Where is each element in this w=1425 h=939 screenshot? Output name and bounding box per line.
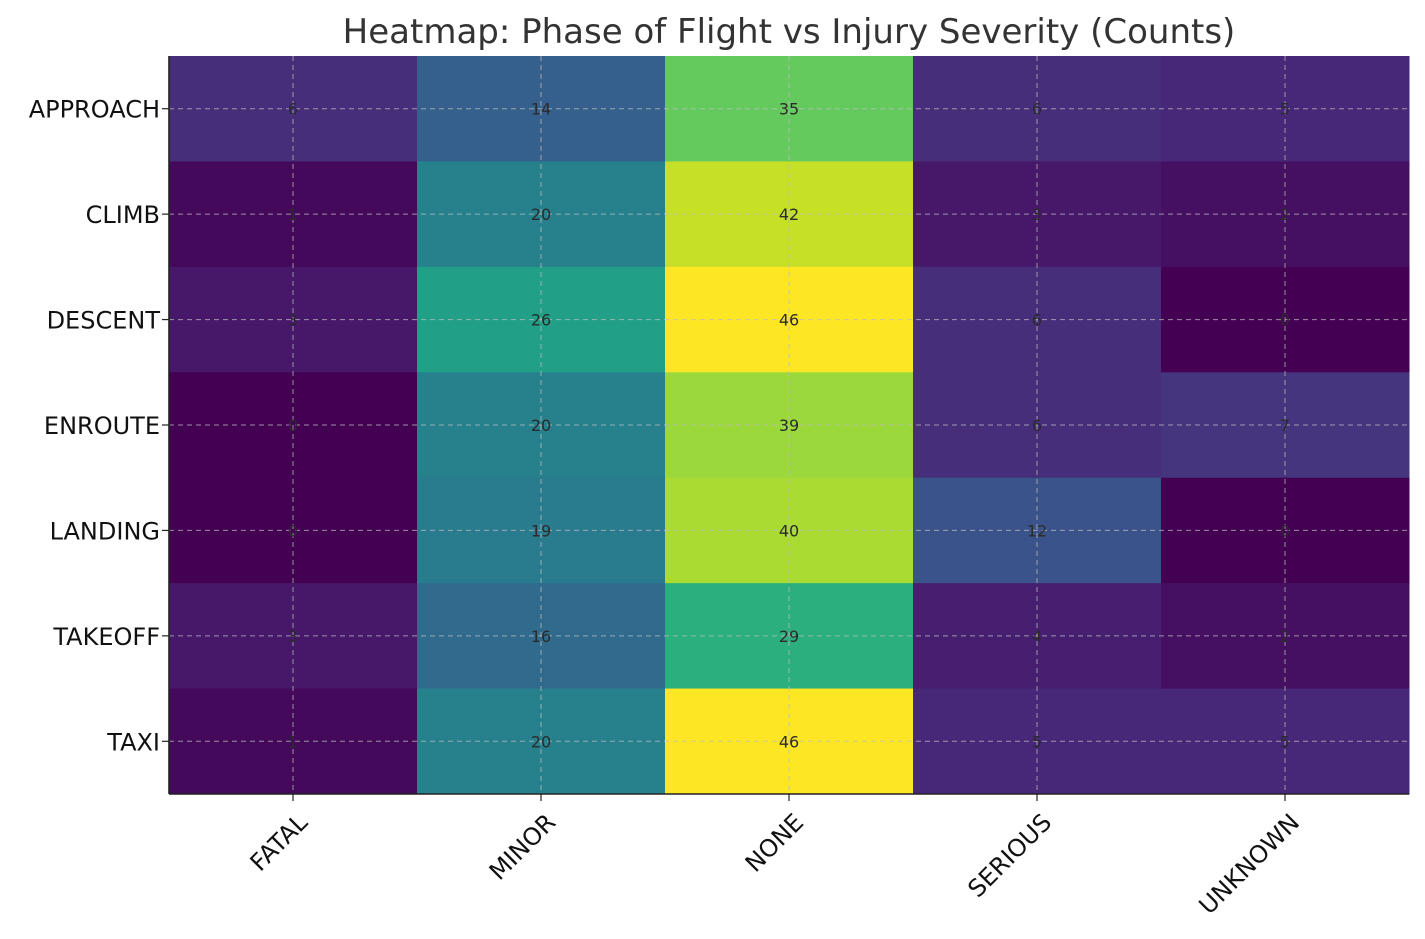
cell-value-label: 2 xyxy=(1280,627,1290,646)
cell-value-label: 20 xyxy=(531,205,551,224)
x-tick-label-none: NONE xyxy=(740,808,809,877)
cell-value-label: 3 xyxy=(1032,205,1042,224)
cell-value-label: 20 xyxy=(531,732,551,751)
cell-value-label: 40 xyxy=(779,521,799,540)
cell-value-label: 3 xyxy=(288,627,298,646)
cell-value-label: 0 xyxy=(1280,311,1290,330)
y-tick-label-takeoff: TAKEOFF xyxy=(52,623,160,651)
cell-value-label: 6 xyxy=(1032,416,1042,435)
cell-value-label: 5 xyxy=(1280,732,1290,751)
cell-value-label: 5 xyxy=(1032,732,1042,751)
cell-value-label: 12 xyxy=(1027,521,1047,540)
cell-value-label: 4 xyxy=(1032,627,1042,646)
x-tick-label-minor: MINOR xyxy=(484,808,561,885)
cell-value-label: 0 xyxy=(1280,521,1290,540)
heatmap-grid xyxy=(169,56,1409,794)
cell-value-label: 20 xyxy=(531,416,551,435)
y-tick-label-descent: DESCENT xyxy=(47,307,161,335)
y-tick-label-approach: APPROACH xyxy=(29,96,160,124)
cell-value-label: 39 xyxy=(779,416,799,435)
cell-value-label: 6 xyxy=(1032,100,1042,119)
cell-value-label: 2 xyxy=(1280,205,1290,224)
chart-title: Heatmap: Phase of Flight vs Injury Sever… xyxy=(343,12,1236,52)
heatmap-cell-labels: 6 14 35 6 51 20 42 3 23 26 46 6 00 20 39 6 70 19 40 12 03 16 2… xyxy=(288,100,1290,752)
cell-value-label: 3 xyxy=(288,311,298,330)
cell-value-label: 7 xyxy=(1280,416,1290,435)
x-tick-label-fatal: FATAL xyxy=(245,808,314,877)
cell-value-label: 46 xyxy=(779,311,799,330)
cell-value-label: 26 xyxy=(531,311,551,330)
cell-value-label: 19 xyxy=(531,521,551,540)
y-tick-label-climb: CLIMB xyxy=(86,201,160,229)
cell-value-label: 1 xyxy=(288,732,298,751)
x-tick-label-unknown: UNKNOWN xyxy=(1194,808,1306,920)
x-tick-label-serious: SERIOUS xyxy=(962,808,1057,903)
cell-value-label: 29 xyxy=(779,627,799,646)
cell-value-label: 5 xyxy=(1280,100,1290,119)
cell-value-label: 0 xyxy=(288,416,298,435)
cell-value-label: 6 xyxy=(288,100,298,119)
y-tick-label-landing: LANDING xyxy=(50,517,160,545)
cell-value-label: 35 xyxy=(779,100,799,119)
y-tick-label-enroute: ENROUTE xyxy=(44,412,160,440)
cell-value-label: 14 xyxy=(531,100,551,119)
cell-value-label: 6 xyxy=(1032,311,1042,330)
cell-value-label: 0 xyxy=(288,521,298,540)
cell-value-label: 46 xyxy=(779,732,799,751)
cell-value-label: 16 xyxy=(531,627,551,646)
cell-value-label: 42 xyxy=(779,205,799,224)
cell-value-label: 1 xyxy=(288,205,298,224)
y-tick-label-taxi: TAXI xyxy=(106,728,160,756)
